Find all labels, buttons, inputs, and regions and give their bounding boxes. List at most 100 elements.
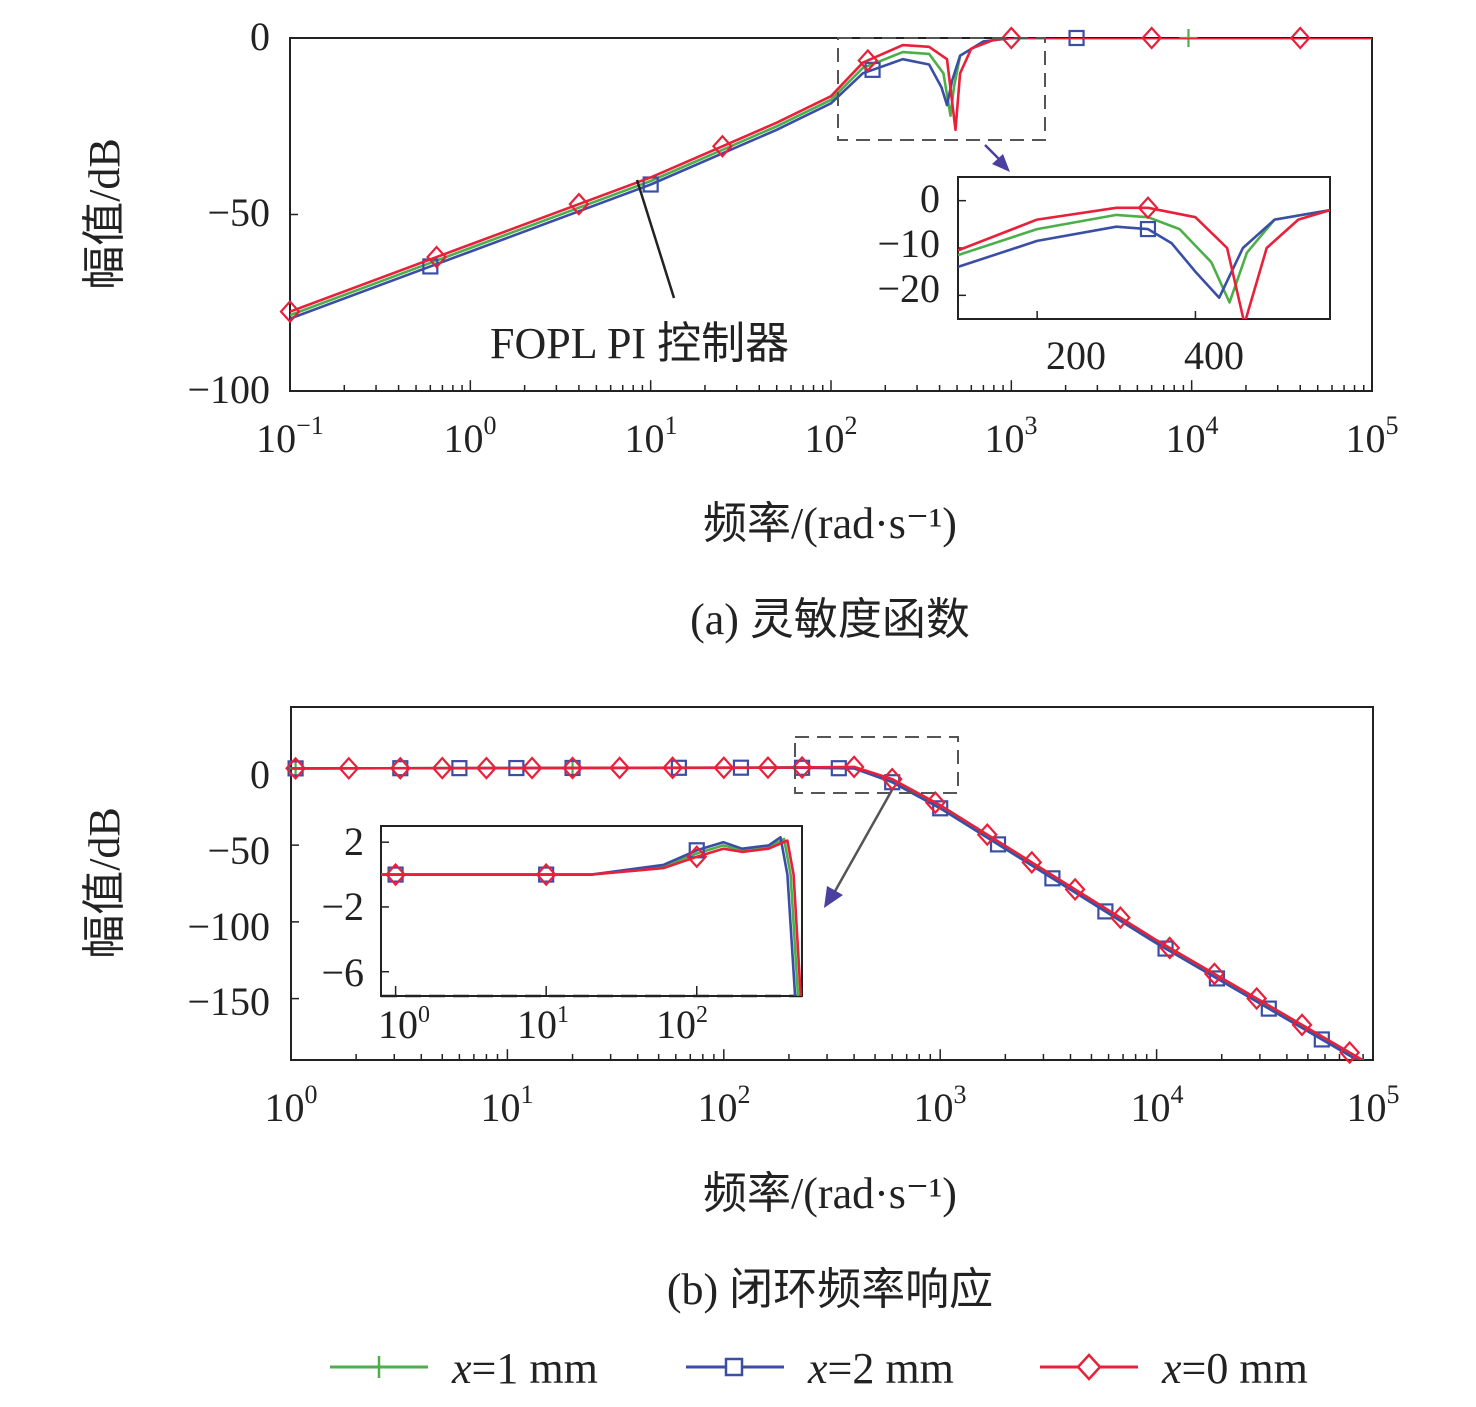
chart-a-xtick: 102: [805, 411, 858, 461]
legend: x=1 mm x=2 mm x=0 mm: [330, 1344, 1308, 1393]
diamond-marker: [1246, 986, 1268, 1011]
diamond-marker-icon: [1076, 1353, 1102, 1381]
diamond-marker: [1339, 1040, 1361, 1065]
chart-a-xtick: 10−1: [256, 411, 324, 461]
inset-b-xtick: 102: [656, 1002, 708, 1047]
zoom-arrow: [832, 789, 894, 894]
chart-a-xtick: 100: [444, 411, 497, 461]
inset-a-xtick: 400: [1184, 333, 1244, 378]
diamond-marker: [1289, 26, 1311, 50]
inset-b-xtick: 101: [517, 1002, 569, 1047]
chart-a-xtick: 105: [1346, 411, 1399, 461]
diamond-marker: [426, 245, 448, 269]
series-line-x1: [958, 208, 1330, 304]
diamond-marker: [1064, 877, 1086, 902]
chart-a-series: [279, 26, 1372, 324]
diamond-marker: [711, 134, 733, 158]
diamond-marker: [843, 755, 865, 779]
zoom-arrowhead: [824, 886, 843, 908]
chart-b-caption: (b) 闭环频率响应: [667, 1265, 993, 1314]
chart-b-xtick: 102: [698, 1080, 751, 1130]
chart-a-xtick: 101: [625, 411, 678, 461]
inset-b-frame: [380, 825, 803, 997]
diamond-marker: [475, 756, 497, 780]
plus-marker-icon: [368, 1356, 390, 1378]
chart-b-xticks: 100 101 102 103 104 105: [265, 1080, 1400, 1130]
chart-a-xlabel: 频率/(rad·s⁻¹): [703, 499, 957, 548]
inset-b-ytick: 2: [344, 819, 364, 864]
inset-a-ytick: 0: [920, 176, 940, 221]
diamond-marker: [385, 862, 407, 887]
diamond-marker: [279, 299, 301, 324]
series-line-x0: [958, 206, 1330, 319]
series-line-x2: [958, 208, 1330, 299]
chart-b-inset: 2 −2 −6 100 101 102: [321, 819, 803, 1047]
legend-item-x1: x=1 mm: [330, 1344, 598, 1393]
square-marker-icon: [724, 1357, 744, 1377]
diamond-marker: [389, 756, 411, 780]
diamond-marker: [662, 756, 684, 780]
chart-a-inset: 0 −10 −20 200 400: [877, 176, 1331, 378]
chart-a-ylabel: 幅值/dB: [80, 138, 129, 290]
inset-a-series: [958, 196, 1330, 319]
chart-b-ytick: −150: [187, 979, 270, 1024]
diamond-marker: [285, 756, 307, 781]
square-marker: [864, 61, 881, 78]
diamond-marker: [431, 756, 453, 780]
chart-a-ytick: 0: [250, 14, 270, 59]
chart-sensitivity: 0 −50 −100 10−1 100 101 102 103 104 105 …: [80, 14, 1399, 644]
chart-a-xtick: 103: [985, 411, 1038, 461]
chart-b-ytick: −100: [187, 904, 270, 949]
chart-b-ylabel: 幅值/dB: [80, 807, 129, 959]
legend-label: x=1 mm: [451, 1344, 598, 1393]
chart-b-series: [285, 755, 1366, 1065]
diamond-marker: [857, 48, 879, 73]
chart-a-ticks: [289, 37, 1373, 392]
chart-b-ytick: −50: [207, 828, 270, 873]
inset-b-ytick: −6: [321, 950, 364, 995]
chart-b-xtick: 104: [1131, 1080, 1184, 1130]
chart-b-frame: [290, 706, 1374, 1061]
diamond-marker: [1203, 962, 1225, 986]
diamond-marker: [562, 756, 584, 780]
diamond-marker: [1137, 196, 1159, 220]
annotation-label: FOPL PI 控制器: [490, 319, 789, 368]
zoom-region-box: [794, 736, 959, 794]
diamond-marker: [521, 756, 543, 780]
legend-label: x=0 mm: [1161, 1344, 1308, 1393]
diamond-marker: [1021, 850, 1043, 875]
diamond-marker: [1291, 1013, 1313, 1037]
diamond-marker: [686, 845, 708, 869]
chart-b-xtick: 101: [481, 1080, 534, 1130]
chart-closed-loop: 0 −50 −100 −150 100 101 102 103 104 105 …: [80, 706, 1400, 1314]
inset-a-xtick: 200: [1046, 333, 1106, 378]
series-line-x0: [290, 38, 1372, 313]
series-line-x0: [381, 839, 802, 996]
inset-b-series: [381, 836, 802, 996]
diamond-marker: [976, 822, 998, 847]
inset-b-ytick: −2: [321, 884, 364, 929]
inset-b-ticks: [381, 841, 698, 996]
chart-a-ytick: −50: [207, 190, 270, 235]
chart-a-caption: (a) 灵敏度函数: [690, 595, 970, 644]
chart-a-ytick: −100: [187, 367, 270, 412]
diamond-marker: [791, 755, 813, 780]
chart-a-xtick: 104: [1166, 411, 1219, 461]
chart-b-xtick: 105: [1347, 1080, 1400, 1130]
diamond-marker: [1000, 26, 1022, 50]
series-line-x0: [291, 765, 1366, 1060]
zoom-arrowhead: [992, 154, 1010, 172]
chart-a-xticks: 10−1 100 101 102 103 104 105: [256, 411, 1398, 461]
diamond-marker: [568, 192, 590, 216]
legend-item-x2: x=2 mm: [686, 1344, 954, 1393]
series-line-x2: [381, 836, 797, 996]
chart-b-xlabel: 频率/(rad·s⁻¹): [703, 1169, 957, 1218]
inset-a-ytick: −10: [877, 221, 940, 266]
inset-a-ytick: −20: [877, 266, 940, 311]
annotation-pointer: [635, 179, 676, 299]
legend-item-x0: x=0 mm: [1040, 1344, 1308, 1393]
chart-b-xtick: 100: [265, 1080, 318, 1130]
square-marker: [1139, 220, 1157, 238]
diamond-marker: [1159, 936, 1181, 960]
diamond-marker: [609, 756, 631, 780]
